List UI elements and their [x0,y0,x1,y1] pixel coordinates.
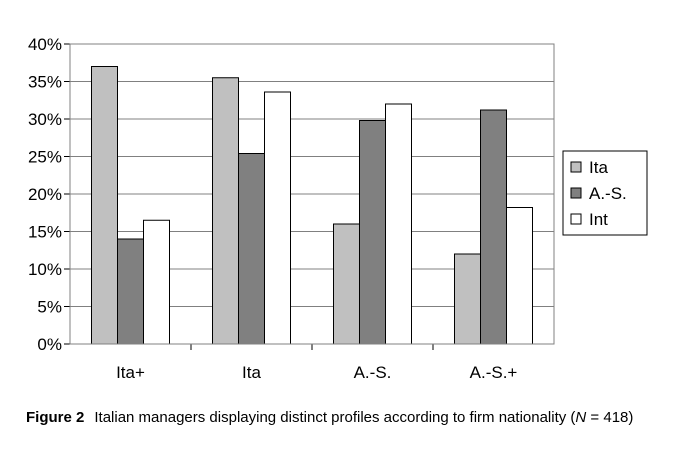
caption-text-after: = 418) [586,409,634,426]
y-tick-label: 30% [28,110,62,129]
bar [238,153,265,345]
legend-swatch [570,187,582,199]
figure-caption: Figure 2 Italian managers displaying dist… [26,407,646,428]
bar [359,120,386,345]
legend-label: Ita [589,158,608,177]
x-tick-label: Ita [242,363,261,382]
y-tick-label: 35% [28,73,62,92]
legend-label: Int [589,210,608,229]
x-axis-ticks: Ita+ Ita A.-S. A.-S.+ [70,343,554,382]
bar [117,238,144,345]
y-axis-ticks: 0% 5% 10% 15% 20% 25% 30% 35% 40% [28,35,71,354]
bar [385,103,412,345]
legend-swatch [570,213,582,225]
plot-area-frame [69,43,555,345]
bar-chart: 0% 5% 10% 15% 20% 25% 30% 35% 40% Ita+ Ita A.-S. A.… [28,35,648,382]
legend-swatch [570,161,582,173]
bar [264,91,291,345]
y-tick-label: 20% [28,185,62,204]
bar [333,223,360,345]
x-tick-label: Ita+ [116,363,145,382]
legend-label: A.-S. [589,184,627,203]
legend: Ita A.-S. Int [562,150,648,236]
bar [212,77,239,345]
figure-label: Figure 2 [26,409,85,426]
bar [91,66,118,345]
bar [454,253,481,345]
caption-n-symbol: N [575,409,587,426]
caption-text-before: Italian managers displaying distinct pro… [94,409,576,426]
bar [143,219,170,345]
y-tick-label: 0% [37,335,62,354]
y-tick-label: 10% [28,260,62,279]
bar [506,207,533,345]
y-tick-label: 40% [28,35,62,54]
x-tick-label: A.-S. [354,363,392,382]
bar [480,109,507,345]
y-tick-label: 15% [28,223,62,242]
y-tick-label: 25% [28,148,62,167]
y-tick-label: 5% [37,298,62,317]
bars [91,66,533,345]
x-tick-label: A.-S.+ [470,363,518,382]
